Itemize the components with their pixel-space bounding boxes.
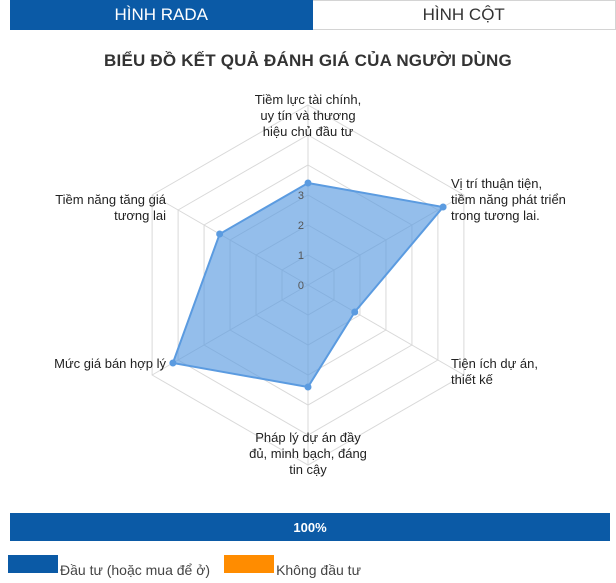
- legend-label-invest: Đầu tư (hoặc mua để ở): [60, 562, 211, 578]
- legend-swatch-invest: [8, 555, 58, 573]
- axis-label-tiem-nang: Tiềm năng tăng giá tương lai: [55, 192, 166, 223]
- series-area: [171, 181, 445, 389]
- axis-label-muc-gia: Mức giá bán hợp lý: [54, 356, 166, 371]
- data-point[interactable]: [304, 179, 312, 187]
- legend-item-invest[interactable]: Đầu tư (hoặc mua để ở): [8, 555, 210, 577]
- data-point[interactable]: [439, 203, 447, 211]
- tab-radar[interactable]: HÌNH RADA: [10, 0, 313, 30]
- radar-chart: 0 1 2 3: [151, 104, 465, 466]
- radar-series: [169, 179, 447, 391]
- tick-label: 2: [298, 220, 304, 232]
- chart-tabs: HÌNH RADA HÌNH CỘT: [10, 0, 616, 30]
- tab-bar[interactable]: HÌNH CỘT: [312, 0, 616, 30]
- axis-label-vi-tri: Vị trí thuận tiện, tiềm năng phát triển …: [451, 176, 566, 223]
- legend: Đầu tư (hoặc mua để ở) Không đầu tư: [8, 555, 375, 577]
- data-point[interactable]: [216, 230, 224, 238]
- tick-label: 0: [298, 280, 304, 292]
- legend-label-not-invest: Không đầu tư: [276, 562, 361, 578]
- data-point[interactable]: [351, 308, 359, 316]
- progress-bar: 100%: [10, 513, 610, 541]
- legend-swatch-not-invest: [224, 555, 275, 573]
- radar-ticks: 0 1 2 3: [298, 190, 304, 292]
- legend-item-not-invest[interactable]: Không đầu tư: [224, 555, 361, 577]
- data-point[interactable]: [169, 359, 177, 367]
- progress-fill: [10, 513, 610, 541]
- axis-label-phap-ly: Pháp lý dự án đầy đủ, minh bạch, đáng ti…: [249, 430, 367, 477]
- data-point[interactable]: [304, 383, 312, 391]
- chart-title: BIỂU ĐỒ KẾT QUẢ ĐÁNH GIÁ CỦA NGƯỜI DÙNG: [104, 51, 512, 70]
- progress-label: 100%: [293, 519, 327, 535]
- tick-label: 3: [298, 190, 304, 202]
- tick-label: 1: [298, 250, 304, 262]
- axis-label-tiem-luc: Tiềm lực tài chính, uy tín và thương hiệ…: [254, 92, 362, 139]
- axis-label-tien-ich: Tiện ích dự án, thiết kế: [451, 356, 538, 387]
